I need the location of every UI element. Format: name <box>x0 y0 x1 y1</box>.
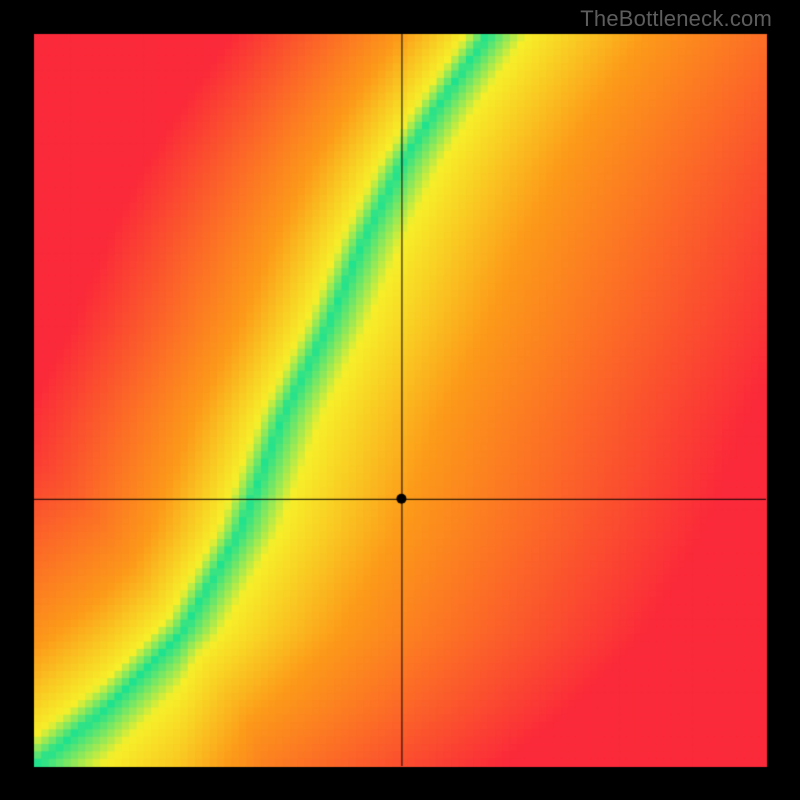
watermark-text: TheBottleneck.com <box>580 6 772 32</box>
chart-container: TheBottleneck.com <box>0 0 800 800</box>
bottleneck-heatmap-canvas <box>0 0 800 800</box>
